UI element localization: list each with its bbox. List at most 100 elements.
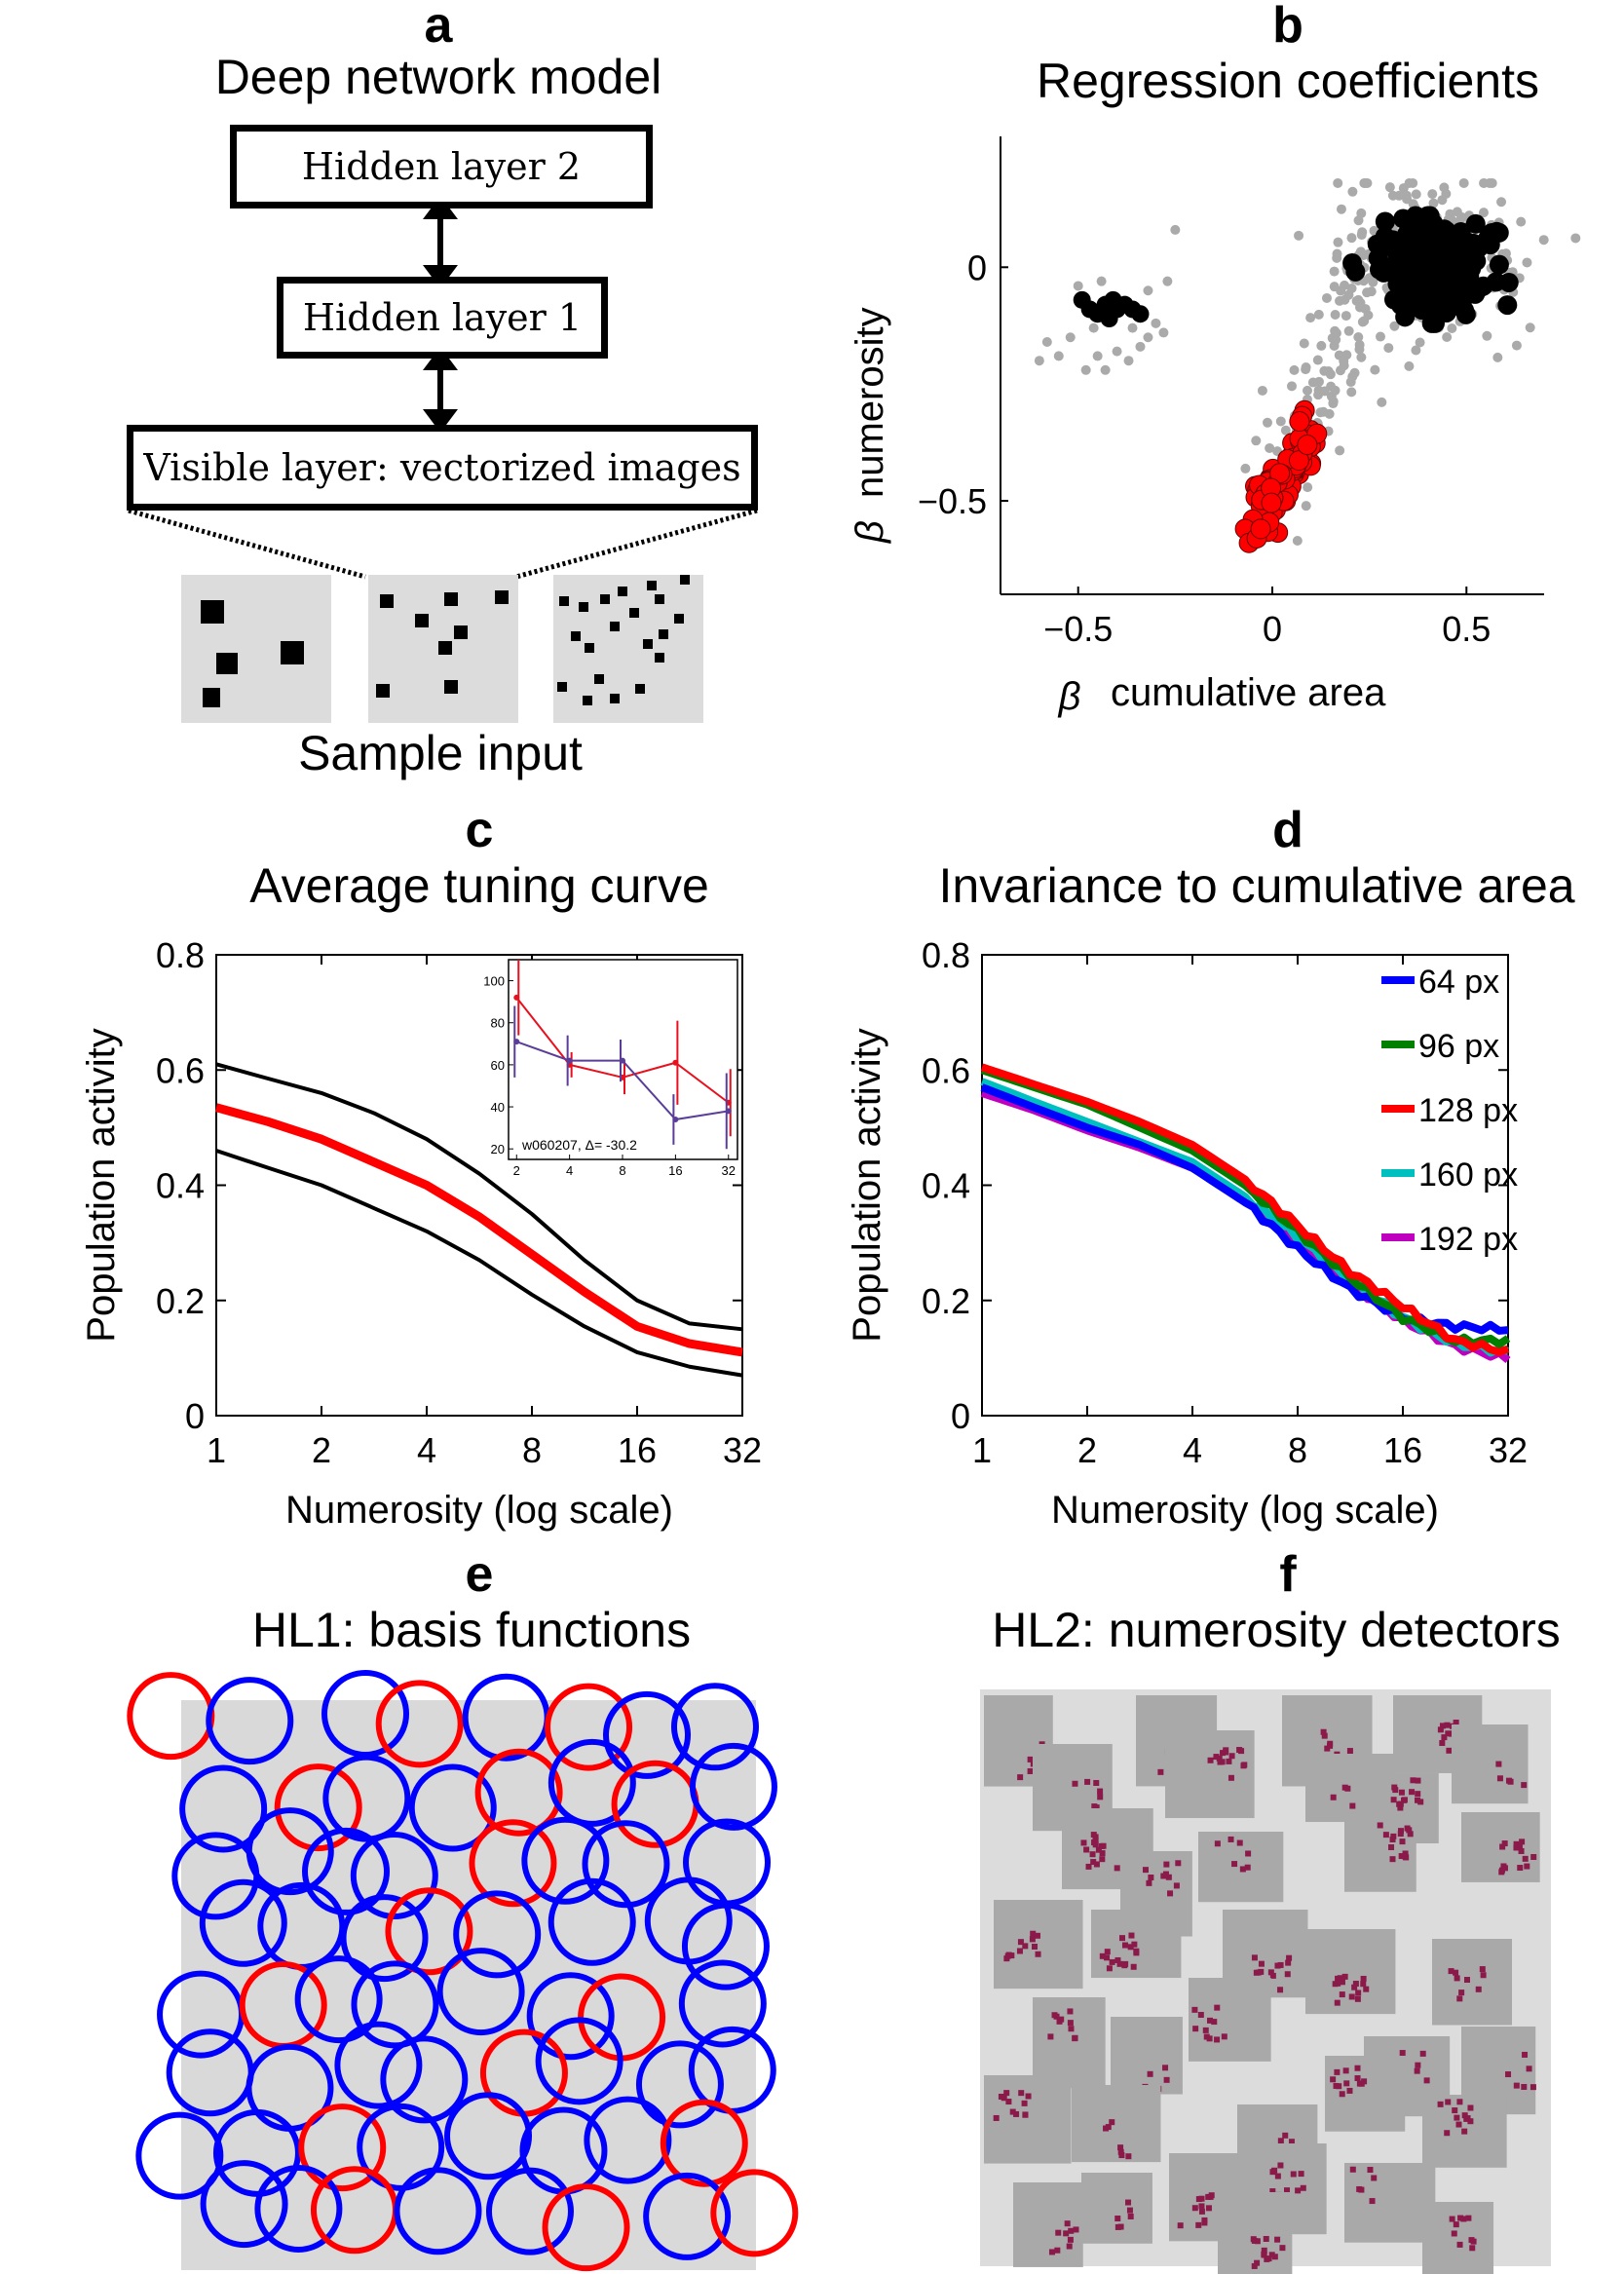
e-blue-receptive-field (334, 2021, 423, 2109)
f-detector-dot (1454, 1975, 1460, 1982)
f-detector-dot (1419, 2050, 1426, 2057)
b-gray-point (1319, 365, 1330, 376)
b-gray-point (1354, 339, 1365, 350)
f-detector-dot (1114, 1956, 1121, 1963)
f-detector-dot (1064, 2220, 1071, 2227)
f-detector-dot (1173, 1882, 1180, 1889)
f-detector-dot (1251, 1954, 1258, 1961)
f-detector-dot (1449, 2216, 1455, 2222)
b-gray-point (1158, 327, 1169, 338)
b-gray-point (1339, 360, 1349, 371)
f-detector-dot (1165, 1874, 1172, 1880)
d-y-tick-label: 0.2 (922, 1281, 970, 1321)
f-detector-dot (1290, 2171, 1297, 2178)
b-gray-point (1299, 338, 1309, 349)
b-gray-point (1329, 266, 1340, 277)
d-y-tick-label: 0.4 (922, 1166, 970, 1206)
c-x-tick-label: 32 (723, 1430, 762, 1470)
panel-d-title: Invariance to cumulative area (938, 858, 1575, 913)
e-blue-receptive-field (582, 1820, 670, 1909)
f-detector-dot (1025, 2093, 1032, 2100)
b-gray-point (1511, 340, 1522, 351)
f-detector-dot (1480, 1972, 1487, 1979)
c-inset-y-tick-label: 40 (491, 1100, 505, 1115)
e-blue-receptive-field (485, 2167, 574, 2255)
d-legend-label: 192 px (1418, 1221, 1518, 1258)
f-detector-dot (1283, 2187, 1290, 2194)
b-gray-point (1343, 325, 1354, 336)
b-gray-point (1355, 297, 1366, 308)
f-detector-dot (1415, 2062, 1421, 2068)
f-detector-patch (1165, 1730, 1255, 1819)
f-detector-dot (1048, 2249, 1055, 2255)
b-gray-point (1496, 197, 1507, 208)
b-black-point (1389, 248, 1410, 269)
d-x-tick-label: 1 (972, 1430, 992, 1470)
b-black-point (1465, 284, 1486, 304)
e-blue-receptive-field (635, 2040, 724, 2129)
f-detector-dot (1469, 2245, 1476, 2252)
b-black-points (1073, 206, 1519, 333)
c-inset-point (566, 1057, 573, 1064)
f-detector-dot (1458, 1990, 1465, 1996)
c-inset-y-tick-label: 20 (491, 1142, 505, 1156)
b-gray-point (1332, 252, 1342, 263)
f-detector-dot (1274, 2236, 1281, 2243)
f-detector-dot (1367, 2167, 1374, 2174)
panel-e-title: HL1: basis functions (251, 1603, 692, 1657)
e-red-receptive-field (542, 2183, 630, 2272)
f-detector-dot (1148, 1875, 1154, 1881)
hidden-layer-2-box: Hidden layer 2 (230, 125, 653, 208)
b-red-point (1250, 518, 1271, 540)
b-gray-point (1445, 208, 1455, 219)
f-detector-dot (1254, 2238, 1261, 2245)
f-detector-dot (1390, 1797, 1397, 1803)
panel-c-title: Average tuning curve (249, 858, 709, 913)
f-detector-dot (1453, 1719, 1459, 1725)
f-detector-dot (1354, 2065, 1361, 2071)
f-detector-dot (1003, 1955, 1010, 1962)
b-gray-point (1341, 311, 1351, 322)
f-detector-dot (1067, 2008, 1074, 2015)
b-black-point (1458, 232, 1479, 252)
f-detector-dot (1339, 1991, 1345, 1998)
f-detector-dot (1008, 1952, 1015, 1959)
f-detector-dot (1114, 2216, 1121, 2222)
b-black-point (1342, 252, 1363, 273)
f-detector-dot (1461, 2128, 1468, 2135)
e-blue-receptive-field (444, 2092, 533, 2180)
f-detector-dot (1128, 1932, 1135, 1939)
e-blue-receptive-field (200, 2160, 288, 2249)
b-gray-point (1127, 322, 1138, 333)
f-detector-dot (1017, 1774, 1024, 1781)
sample-image-1 (181, 575, 331, 723)
f-detector-dot (1324, 1745, 1331, 1752)
f-detector-dot (1067, 2020, 1074, 2027)
e-blue-receptive-field (302, 1827, 391, 1915)
d-y-tick-label: 0 (951, 1396, 970, 1436)
f-detector-dot (1269, 2188, 1276, 2195)
f-detector-dot (1499, 1843, 1506, 1850)
f-detector-dot (1335, 1975, 1341, 1982)
f-detector-dot (1198, 2203, 1205, 2210)
e-blue-receptive-field (199, 1878, 287, 1967)
f-detector-dot (1117, 2148, 1124, 2155)
b-gray-point (1143, 285, 1153, 296)
b-gray-point (1135, 341, 1146, 352)
e-blue-receptive-field (380, 2035, 469, 2124)
f-detector-dot (1330, 2076, 1337, 2083)
b-gray-point (1319, 386, 1330, 397)
f-detector-patch (1081, 2173, 1152, 2244)
f-detector-dot (1392, 1787, 1399, 1794)
f-detector-dot (1162, 2065, 1169, 2071)
f-detector-dot (1231, 1861, 1238, 1868)
f-detector-dot (1016, 1948, 1023, 1954)
f-detector-dot (1167, 1890, 1174, 1897)
f-detector-dot (1500, 1863, 1507, 1870)
f-detector-dot (1146, 1879, 1152, 1886)
b-y-axis-label: numerosity (849, 307, 891, 498)
f-detector-dot (1092, 1837, 1099, 1843)
f-detector-dot (1452, 2107, 1458, 2114)
b-gray-point (1294, 230, 1304, 241)
f-detector-dot (1336, 2083, 1342, 2090)
